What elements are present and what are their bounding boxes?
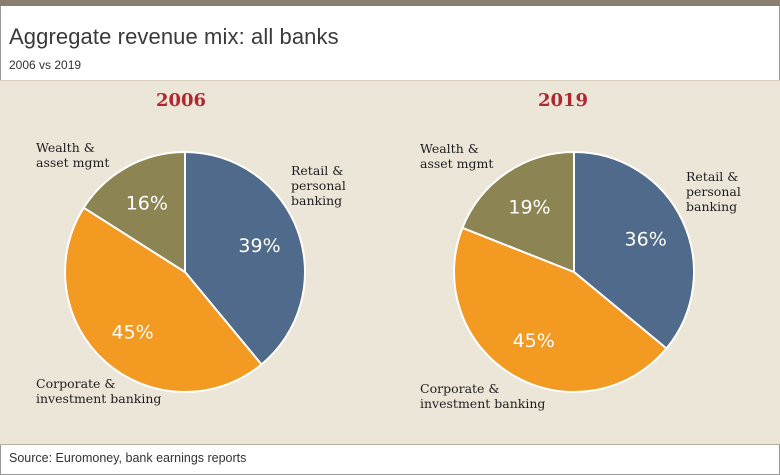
- pie-category-label-2019-corporate-investment-banking: Corporate & investment banking: [420, 381, 545, 411]
- pie-category-label-2006-wealth-asset-mgmt: Wealth & asset mgmt: [36, 140, 109, 170]
- pie-value-label-2019-corporate-investment-banking: 45%: [513, 330, 555, 352]
- pie-title-2006: 2006: [156, 90, 206, 111]
- pie-value-label-2006-wealth-asset-mgmt: 16%: [126, 193, 168, 215]
- pie-slice-2019-retail-personal-banking: [573, 151, 695, 350]
- pie-category-label-2019-wealth-asset-mgmt: Wealth & asset mgmt: [420, 141, 493, 171]
- divider-bottom: [0, 444, 780, 445]
- chart-subtitle: 2006 vs 2019: [9, 58, 82, 72]
- pie-title-2019: 2019: [538, 90, 588, 111]
- pie-slice-2006-wealth-asset-mgmt: [82, 151, 186, 273]
- pie-category-label-2006-corporate-investment-banking: Corporate & investment banking: [36, 376, 161, 406]
- top-accent-bar: [0, 0, 780, 6]
- pie-category-label-2019-retail-personal-banking: Retail & personal banking: [686, 169, 741, 214]
- source-note: Source: Euromoney, bank earnings reports: [9, 451, 247, 465]
- pie-slice-2019-corporate-investment-banking: [453, 226, 668, 393]
- pie-value-label-2006-retail-personal-banking: 39%: [238, 235, 280, 257]
- pie-slice-2019-wealth-asset-mgmt: [461, 151, 575, 273]
- pie-value-label-2019-retail-personal-banking: 36%: [625, 228, 667, 250]
- pie-value-label-2006-corporate-investment-banking: 45%: [112, 321, 154, 343]
- pie-slice-2006-corporate-investment-banking: [64, 206, 263, 393]
- chart-title: Aggregate revenue mix: all banks: [9, 24, 339, 49]
- divider-top: [0, 80, 780, 81]
- pie-slice-2006-retail-personal-banking: [184, 151, 306, 366]
- pie-category-label-2006-retail-personal-banking: Retail & personal banking: [291, 163, 346, 208]
- pie-value-label-2019-wealth-asset-mgmt: 19%: [508, 196, 550, 218]
